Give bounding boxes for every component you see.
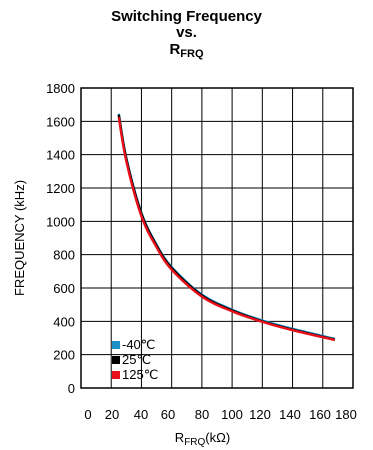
legend-swatch-25: [112, 355, 120, 364]
legend-item-neg40: -40℃: [112, 337, 158, 352]
chart-title-line2: vs.: [176, 24, 197, 41]
legend: -40℃ 25℃ 125℃: [112, 337, 158, 382]
x-tick-label-0: 0: [84, 407, 91, 422]
legend-label-125: 125℃: [122, 367, 159, 382]
y-axis-label: FREQUENCY (kHz): [12, 180, 27, 296]
chart-title-r: R: [169, 41, 181, 58]
x-tick-label-20: 20: [105, 407, 119, 422]
y-tick-label-1800: 1800: [46, 81, 75, 96]
y-tick-label-800: 800: [53, 248, 75, 263]
y-tick-label-1600: 1600: [46, 114, 75, 129]
x-tick-label-100: 100: [221, 407, 243, 422]
x-tick-label-60: 60: [161, 407, 175, 422]
series-group: [117, 113, 336, 342]
x-tick-labels: 0 20 40 60 80 100 120 140 160 180: [84, 407, 356, 422]
legend-swatch-125: [112, 370, 120, 379]
x-tick-label-80: 80: [195, 407, 209, 422]
x-tick-label-120: 120: [249, 407, 271, 422]
x-axis-label-frq: FRQ: [184, 437, 206, 448]
plot-frame: [80, 87, 354, 389]
x-tick-label-160: 160: [309, 407, 331, 422]
y-tick-label-1000: 1000: [46, 214, 75, 229]
legend-swatch-neg40: [112, 340, 120, 349]
legend-item-125: 125℃: [112, 367, 158, 382]
x-tick-label-180: 180: [335, 407, 357, 422]
y-tick-label-600: 600: [53, 281, 75, 296]
legend-item-25: 25℃: [112, 352, 158, 367]
chart-grid: [81, 88, 353, 388]
series-line-1: [117, 114, 336, 341]
x-axis-label-unit: (kΩ): [205, 430, 231, 445]
legend-label-neg40: -40℃: [122, 337, 156, 352]
series-line-0: [117, 113, 336, 341]
chart-title-line3: RFRQ: [0, 41, 373, 63]
chart-title-frq: FRQ: [180, 48, 204, 60]
y-tick-labels: 0 200 400 600 800 1000 1200 1400 1600 1800: [46, 81, 75, 396]
y-tick-label-200: 200: [53, 348, 75, 363]
y-tick-label-1400: 1400: [46, 148, 75, 163]
chart-title-line1: Switching Frequency: [111, 8, 262, 25]
y-tick-label-0: 0: [68, 381, 75, 396]
legend-label-25: 25℃: [122, 352, 152, 367]
x-axis-label: RFRQ(kΩ): [16, 430, 373, 448]
x-tick-label-140: 140: [279, 407, 301, 422]
y-tick-label-1200: 1200: [46, 181, 75, 196]
y-tick-label-400: 400: [53, 314, 75, 329]
series-line-2: [117, 116, 336, 342]
x-tick-label-40: 40: [134, 407, 148, 422]
x-axis-label-r: R: [174, 430, 185, 445]
